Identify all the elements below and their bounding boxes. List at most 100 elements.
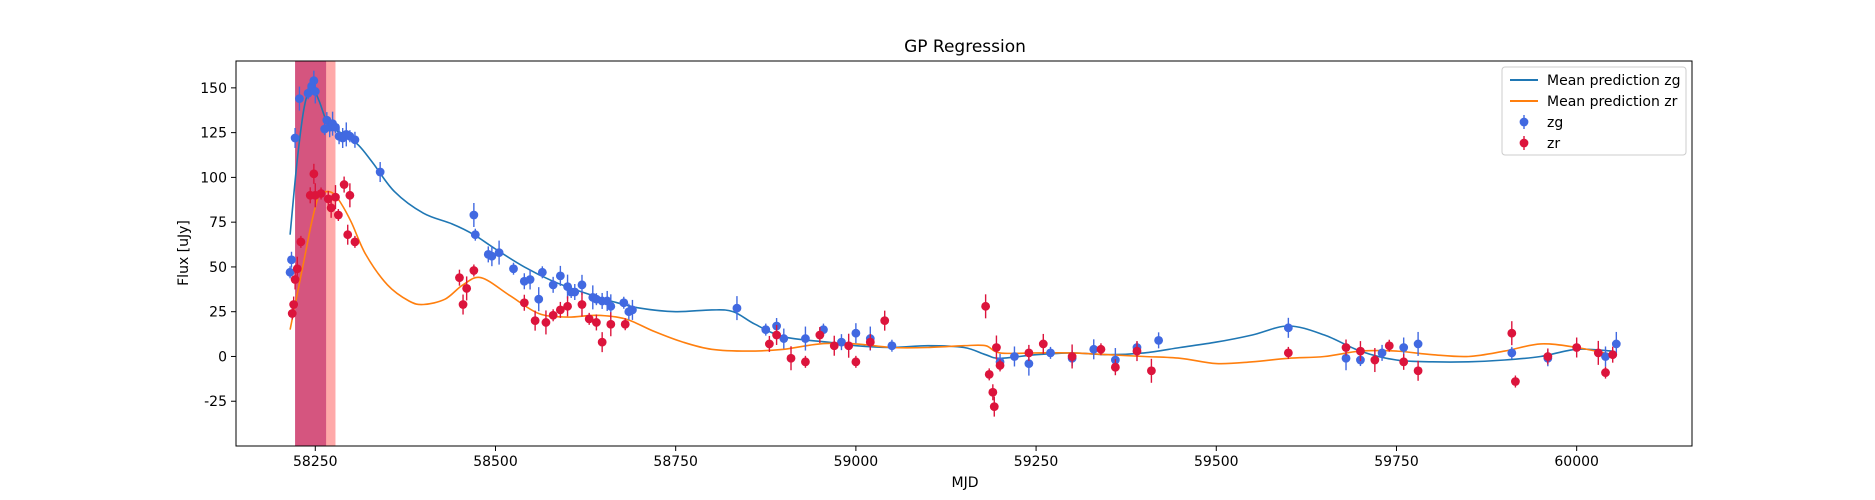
data-point-zr	[1067, 344, 1077, 369]
data-point-zg	[509, 262, 518, 275]
data-point-zg	[303, 87, 313, 100]
data-point-zr	[1147, 358, 1156, 383]
y-tick-label: 125	[200, 126, 227, 142]
data-point-zr	[1608, 346, 1618, 363]
data-points	[285, 70, 1621, 417]
data-point-zr	[865, 334, 875, 351]
data-point-zg	[534, 287, 544, 312]
data-point-zg	[887, 339, 897, 352]
data-point-zr	[350, 235, 360, 248]
data-point-zr	[555, 301, 565, 318]
data-point-zr	[455, 269, 464, 286]
data-point-zg	[1154, 332, 1164, 349]
x-tick-label: 58750	[653, 454, 698, 470]
data-point-zr	[1413, 360, 1423, 381]
data-point-zg	[1010, 346, 1019, 367]
data-point-zg	[350, 131, 360, 148]
x-tick-label: 59500	[1194, 454, 1239, 470]
data-point-zr	[548, 309, 558, 322]
data-point-zg	[732, 296, 742, 321]
data-point-zr	[339, 176, 349, 193]
x-tick-label: 60000	[1554, 454, 1599, 470]
data-point-zg	[570, 284, 580, 300]
data-point-zr	[287, 307, 297, 320]
x-tick-label: 58250	[293, 454, 338, 470]
data-point-zg	[1089, 339, 1099, 360]
data-point-zr	[772, 324, 781, 345]
data-point-zr	[1096, 343, 1106, 356]
data-point-zr	[530, 310, 540, 331]
data-point-zr	[989, 396, 999, 417]
data-point-zr	[1283, 346, 1293, 359]
shaded-region-0	[295, 61, 327, 446]
x-axis: 58250 58500 58750 59000 59250 59500 59750 60000	[293, 446, 1599, 470]
data-point-zr	[289, 296, 299, 313]
data-point-zr	[995, 359, 1005, 372]
data-point-zr	[1601, 366, 1610, 379]
data-point-zr	[577, 292, 587, 317]
data-point-zr	[458, 294, 468, 315]
svg-text:Mean prediction zg: Mean prediction zg	[1547, 73, 1681, 89]
data-point-zg	[375, 162, 385, 183]
data-point-zg	[619, 296, 629, 309]
data-point-zr	[981, 294, 991, 319]
data-point-zr	[584, 312, 594, 325]
data-point-zr	[1132, 341, 1142, 362]
data-point-zg	[555, 265, 565, 286]
data-point-zr	[1370, 348, 1380, 373]
legend-entry-mean-prediction-zg: Mean prediction zg	[1510, 73, 1681, 89]
data-point-zr	[1593, 340, 1603, 365]
plot-frame	[235, 60, 1693, 447]
data-point-zg	[1283, 317, 1293, 338]
data-point-zr	[597, 332, 607, 353]
data-point-zr	[1384, 339, 1394, 352]
data-point-zg	[470, 228, 480, 241]
data-point-zr	[1024, 344, 1034, 361]
svg-text:zg: zg	[1547, 115, 1563, 131]
x-tick-label: 59000	[834, 454, 879, 470]
svg-text:zr: zr	[1547, 136, 1560, 152]
data-point-zr	[343, 224, 353, 245]
y-axis-label: Flux [uJy]	[176, 220, 192, 286]
data-point-zr	[1572, 337, 1582, 358]
data-point-zr	[988, 384, 998, 401]
y-tick-label: 150	[200, 81, 227, 97]
data-point-zr	[992, 335, 1001, 360]
data-point-zg	[779, 328, 789, 349]
data-point-zg	[525, 269, 535, 290]
data-point-zr	[786, 346, 796, 371]
data-point-zr	[331, 185, 340, 210]
data-point-zg	[494, 240, 504, 265]
data-point-zr	[541, 310, 551, 335]
data-point-zg	[801, 326, 810, 351]
data-point-zr	[984, 368, 994, 381]
data-point-zr	[844, 333, 854, 358]
data-point-zg	[537, 266, 547, 279]
data-point-zg	[1601, 346, 1610, 367]
data-point-zg	[1413, 331, 1423, 356]
y-tick-label: 75	[209, 215, 227, 231]
data-point-zr	[591, 314, 601, 331]
legend-entry-zg: zg	[1519, 115, 1563, 131]
data-point-zg	[577, 274, 587, 295]
x-tick-label: 58500	[473, 454, 518, 470]
y-axis: -25 0 25 50 75 100 125 150	[200, 81, 236, 410]
x-axis-label: MJD	[952, 475, 979, 491]
data-point-zg	[837, 334, 846, 351]
data-point-zg	[548, 276, 558, 293]
data-point-zg	[761, 323, 771, 336]
data-point-zr	[851, 355, 861, 368]
legend-entry-zr: zr	[1519, 136, 1560, 152]
data-point-zr	[606, 312, 616, 337]
data-point-zr	[563, 296, 572, 317]
data-point-zr	[296, 235, 306, 248]
y-tick-label: 50	[209, 260, 227, 276]
mean-prediction-zr-line	[289, 190, 1613, 365]
data-point-zg	[1377, 344, 1387, 361]
data-point-zr	[326, 197, 336, 218]
data-point-zg	[331, 121, 340, 134]
data-point-zr	[292, 256, 302, 281]
data-point-zr	[309, 163, 319, 184]
data-point-zg	[287, 251, 296, 268]
